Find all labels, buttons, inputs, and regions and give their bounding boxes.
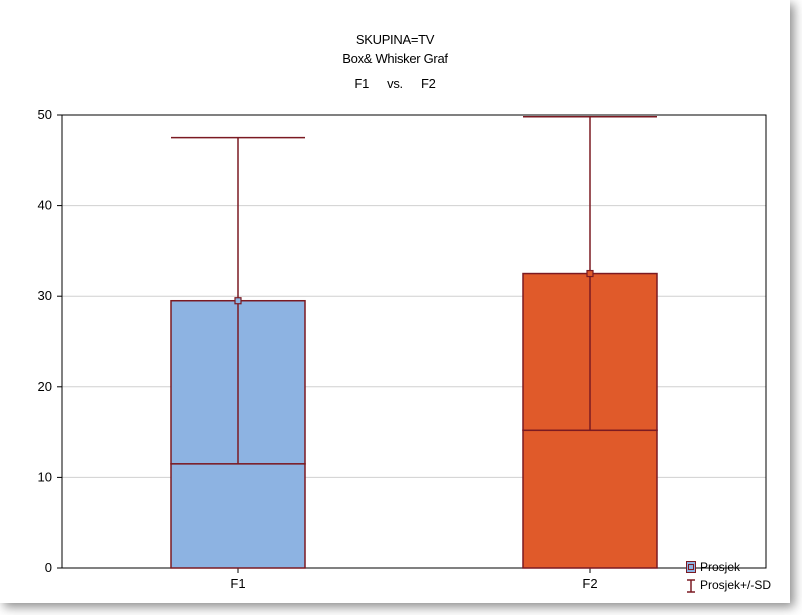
mean-marker-f2 (586, 269, 594, 278)
comparison-right: F2 (421, 76, 436, 91)
box-lower-f1 (170, 463, 306, 569)
legend: Prosjek Prosjek+/-SD (686, 558, 771, 594)
plot-area (61, 114, 767, 569)
y-tick-label-30: 30 (38, 288, 52, 303)
y-tick-label-20: 20 (38, 379, 52, 394)
chart-frame (0, 0, 790, 603)
chart-subtitle: Box& Whisker Graf (342, 51, 448, 66)
y-tick-label-10: 10 (38, 469, 52, 484)
chart-title: SKUPINA=TV (355, 32, 435, 47)
legend-item-mean: Prosjek (686, 558, 771, 576)
y-tick-label-50: 50 (38, 107, 52, 122)
legend-mean-label: Prosjek (700, 560, 741, 574)
box-lower-f2 (522, 429, 658, 569)
chart-comparison: F1 vs. F2 (0, 74, 790, 93)
x-tick-label-f2: F2 (582, 576, 597, 591)
x-tick-label-f1: F1 (230, 576, 245, 591)
legend-mean-swatch-icon (686, 561, 696, 573)
legend-sd-whisker-icon (686, 579, 696, 593)
legend-sd-label: Prosjek+/-SD (700, 578, 772, 592)
comparison-vs: vs. (387, 76, 403, 91)
mean-marker-f1 (234, 297, 242, 305)
chart-title-block: SKUPINA=TV Box& Whisker Graf F1 vs. F2 (0, 30, 790, 93)
y-tick-label-40: 40 (38, 198, 52, 213)
y-tick-label-0: 0 (45, 560, 52, 575)
comparison-left: F1 (354, 76, 369, 91)
legend-item-sd: Prosjek+/-SD (686, 576, 771, 594)
